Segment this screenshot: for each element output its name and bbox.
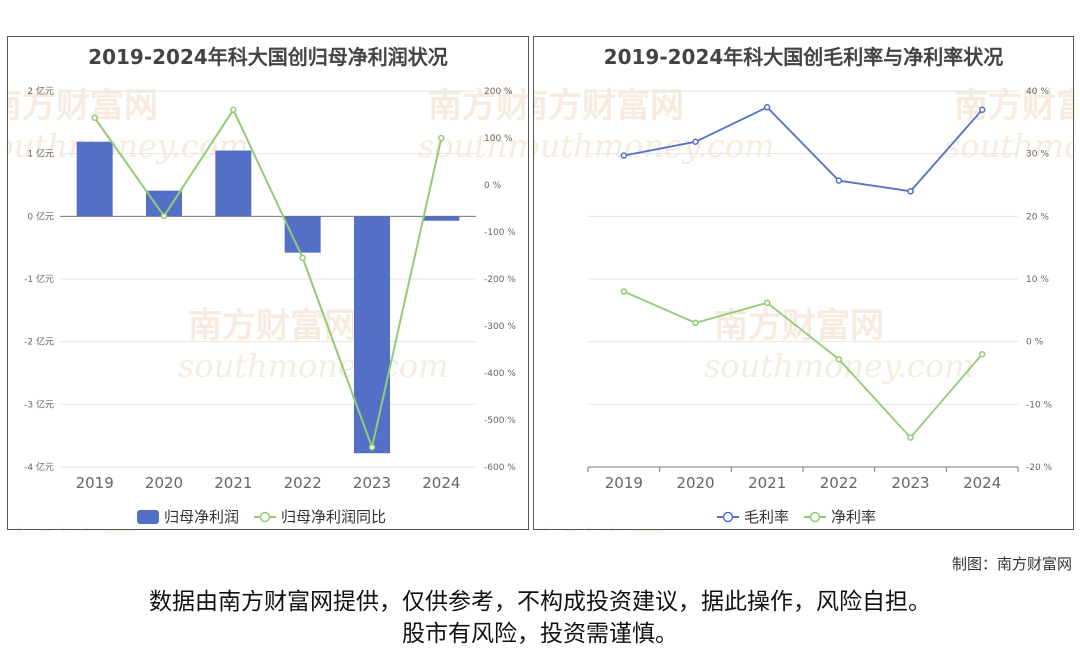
right-tick-label: -600 %: [484, 463, 516, 473]
yoy-point-2021: [230, 106, 237, 114]
watermark-brand: 南方财富网: [188, 306, 358, 346]
gross-margin-point-2021: [763, 104, 771, 111]
bar-2019: [76, 141, 113, 217]
chart-credit: 制图：南方财富网: [951, 555, 1072, 573]
right-tick-label: -100 %: [484, 228, 516, 238]
watermark-domain: southmoney.com: [704, 347, 974, 385]
yoy-point-2023: [368, 444, 376, 451]
legend-swatch-marker: [722, 511, 734, 523]
x-tick-label: 2019: [605, 474, 643, 492]
x-tick-label: 2022: [284, 474, 322, 492]
right-tick-label: 30 %: [1026, 150, 1049, 160]
left-tick-label: 2 亿元: [27, 85, 54, 97]
watermark-domain: southmoney.com: [8, 127, 248, 165]
watermark-brand: 南方财富网: [8, 86, 158, 126]
right-tick-label: 0 %: [484, 181, 502, 191]
net-margin-point-2021: [763, 299, 771, 307]
yoy-point-2022: [299, 254, 306, 262]
legend-swatch-bar: [137, 510, 159, 524]
gross-margin-point-2023: [907, 188, 914, 195]
legend-label: 归母净利润: [164, 508, 239, 526]
watermark-domain: southmoney.com: [534, 127, 774, 165]
right-tick-label: 100 %: [484, 134, 513, 144]
net-margin-point-2023: [907, 434, 914, 441]
x-tick-label: 2020: [145, 474, 183, 492]
legend-swatch-marker: [259, 511, 271, 523]
yoy-point-2024: [438, 134, 445, 142]
yoy-line: [93, 107, 443, 451]
legend-label: 毛利率: [744, 508, 789, 526]
net-margin-point-2019: [620, 288, 628, 295]
x-tick-label: 2023: [891, 474, 929, 492]
bar-2021: [215, 150, 252, 217]
right-tick-label: -300 %: [484, 322, 516, 332]
net-margin-point-2022: [835, 355, 843, 363]
x-tick-label: 2020: [676, 474, 714, 492]
net-profit-chart: 南方财富网southmoney.com南方财富网southmoney.com南方…: [8, 85, 530, 531]
watermark-domain: southmoney.com: [178, 347, 448, 385]
watermark-layer: 南方财富网southmoney.com南方财富网southmoney.com南方…: [534, 86, 1075, 531]
net-margin-point-2020: [692, 319, 699, 327]
right-tick-label: 10 %: [1026, 275, 1049, 285]
disclaimer-line-1: 数据由南方财富网提供，仅供参考，不构成投资建议，据此操作，风险自担。: [149, 589, 931, 615]
right-tick-label: -400 %: [484, 369, 516, 379]
watermark-brand: 南方财富网: [534, 86, 684, 126]
bar-2024: [423, 216, 460, 221]
watermark-layer: 南方财富网southmoney.com南方财富网southmoney.com南方…: [8, 86, 530, 531]
gross-margin-line: [623, 106, 983, 193]
right-tick-label: -20 %: [1026, 463, 1053, 473]
disclaimer-line-2: 股市有风险，投资需谨慎。: [402, 621, 678, 647]
left-tick-label: -1 亿元: [24, 273, 54, 285]
chart-panel-net-profit: 南方财富网southmoney.com南方财富网southmoney.com南方…: [7, 36, 530, 531]
legend-swatch-marker: [809, 511, 821, 523]
legend-label: 归母净利润同比: [281, 508, 386, 526]
x-tick-label: 2023: [353, 474, 391, 492]
watermark-brand: 南方财富网: [428, 86, 530, 126]
yoy-point-2019: [91, 114, 98, 122]
bar-2022: [284, 216, 321, 253]
legend-label: 净利率: [831, 508, 876, 526]
margin-chart: 南方财富网southmoney.com南方财富网southmoney.com南方…: [534, 86, 1075, 531]
chart-panel-margins: 南方财富网southmoney.com南方财富网southmoney.com南方…: [533, 36, 1075, 531]
right-tick-label: -500 %: [484, 416, 516, 426]
gross-margin-point-2020: [692, 138, 699, 146]
right-tick-label: -200 %: [484, 275, 516, 285]
right-tick-label: 20 %: [1026, 212, 1049, 222]
right-tick-label: 0 %: [1026, 338, 1044, 348]
x-tick-label: 2022: [820, 474, 858, 492]
right-tick-label: 200 %: [484, 87, 513, 97]
x-tick-label: 2021: [214, 474, 252, 492]
right-tick-label: 40 %: [1026, 87, 1049, 97]
left-tick-label: 1 亿元: [27, 148, 54, 160]
gross-margin-point-2019: [620, 152, 628, 159]
bar-2020: [146, 190, 182, 217]
watermark-brand: 南方财富网: [8, 526, 138, 531]
x-tick-label: 2021: [748, 474, 786, 492]
right-tick-label: -10 %: [1026, 400, 1053, 410]
bar-2023: [354, 216, 390, 454]
chart-title: 2019-2024年科大国创毛利率与净利率状况: [603, 45, 1004, 69]
x-tick-label: 2024: [422, 474, 460, 492]
watermark-domain: southmoney.com: [418, 127, 530, 165]
left-tick-label: -3 亿元: [24, 398, 54, 410]
net-margin-point-2024: [978, 350, 986, 358]
net-margin-line: [623, 290, 983, 439]
chart-title: 2019-2024年科大国创归母净利润状况: [88, 45, 448, 69]
left-tick-label: 0 亿元: [27, 210, 54, 222]
watermark-brand: 南方财富网: [534, 526, 664, 531]
watermark-domain: southmoney.com: [944, 127, 1075, 165]
x-tick-label: 2019: [76, 474, 114, 492]
gross-margin-point-2022: [835, 177, 843, 184]
x-tick-label: 2024: [963, 474, 1001, 492]
watermark-brand: 南方财富网: [714, 306, 884, 346]
gross-margin-point-2024: [978, 106, 986, 114]
left-tick-label: -4 亿元: [24, 461, 54, 473]
left-tick-label: -2 亿元: [24, 336, 54, 348]
yoy-point-2020: [160, 212, 168, 220]
